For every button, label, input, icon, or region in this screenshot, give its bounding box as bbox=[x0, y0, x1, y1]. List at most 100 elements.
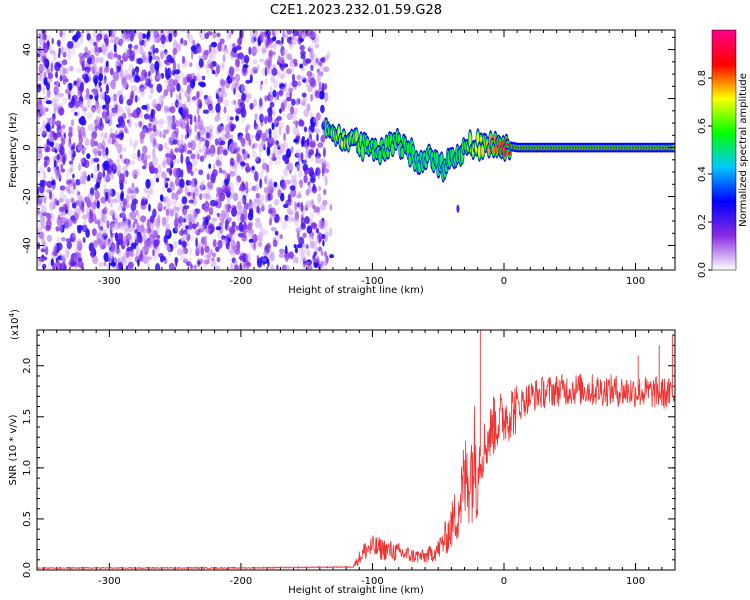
ridge-core bbox=[340, 140, 344, 148]
noise-speckle bbox=[196, 107, 200, 116]
noise-speckle bbox=[110, 172, 114, 181]
noise-speckle bbox=[99, 87, 103, 93]
noise-speckle bbox=[146, 227, 152, 234]
ridge-core bbox=[400, 150, 404, 155]
noise-speckle bbox=[168, 32, 173, 43]
noise-speckle bbox=[281, 86, 287, 92]
noise-speckle bbox=[133, 143, 136, 152]
noise-speckle bbox=[273, 181, 278, 188]
noise-speckle bbox=[39, 179, 45, 187]
noise-speckle bbox=[104, 116, 110, 122]
noise-speckle bbox=[77, 194, 83, 201]
y-tick-label: 1.5 bbox=[22, 409, 33, 425]
noise-speckle bbox=[99, 148, 106, 153]
noise-speckle bbox=[120, 131, 124, 139]
noise-speckle bbox=[322, 239, 325, 247]
noise-speckle bbox=[192, 39, 195, 47]
y-tick-label: 0.0 bbox=[22, 562, 33, 578]
noise-speckle bbox=[213, 163, 216, 170]
noise-speckle bbox=[281, 181, 287, 191]
noise-speckle bbox=[218, 154, 223, 161]
noise-speckle bbox=[156, 74, 163, 80]
noise-speckle bbox=[203, 259, 210, 265]
noise-speckle bbox=[287, 162, 294, 173]
noise-speckle bbox=[116, 37, 121, 43]
noise-speckle bbox=[166, 167, 172, 173]
noise-speckle bbox=[43, 144, 47, 150]
noise-speckle bbox=[109, 165, 112, 174]
noise-speckle bbox=[77, 145, 83, 152]
noise-speckle bbox=[214, 265, 220, 270]
noise-speckle bbox=[278, 89, 284, 96]
noise-speckle bbox=[321, 172, 327, 181]
noise-speckle bbox=[87, 56, 92, 65]
noise-speckle bbox=[223, 50, 229, 55]
noise-speckle bbox=[83, 159, 90, 169]
noise-speckle bbox=[188, 199, 195, 204]
noise-speckle bbox=[313, 251, 317, 257]
colorbar-tick-label: 0.4 bbox=[697, 166, 708, 182]
noise-speckle bbox=[186, 31, 191, 40]
ridge-core bbox=[479, 136, 483, 142]
noise-speckle bbox=[264, 115, 268, 125]
noise-speckle bbox=[89, 65, 93, 72]
noise-speckle bbox=[99, 226, 104, 232]
noise-speckle bbox=[181, 240, 187, 248]
noise-speckle bbox=[42, 120, 46, 130]
noise-speckle bbox=[313, 206, 317, 214]
noise-speckle bbox=[43, 171, 46, 179]
noise-speckle bbox=[206, 65, 210, 74]
noise-speckle bbox=[126, 107, 131, 116]
noise-speckle bbox=[176, 138, 180, 146]
noise-speckle bbox=[189, 247, 193, 256]
noise-speckle bbox=[160, 34, 166, 45]
noise-speckle bbox=[39, 65, 47, 72]
noise-speckle bbox=[162, 43, 165, 48]
noise-speckle bbox=[98, 81, 102, 87]
noise-speckle bbox=[82, 106, 88, 112]
noise-speckle bbox=[196, 153, 200, 160]
noise-speckle bbox=[317, 61, 323, 66]
noise-speckle bbox=[183, 108, 187, 120]
noise-speckle bbox=[282, 49, 289, 56]
noise-speckle bbox=[269, 160, 274, 166]
noise-speckle bbox=[131, 152, 138, 160]
noise-speckle bbox=[230, 262, 234, 270]
noise-speckle bbox=[259, 148, 262, 159]
x-tick-label: 100 bbox=[626, 276, 645, 287]
noise-speckle bbox=[88, 38, 96, 45]
noise-speckle bbox=[182, 40, 187, 47]
noise-speckle bbox=[291, 73, 296, 82]
noise-speckle bbox=[208, 207, 214, 216]
noise-speckle bbox=[126, 246, 133, 252]
noise-speckle bbox=[295, 164, 301, 172]
noise-speckle bbox=[267, 192, 273, 201]
noise-speckle bbox=[38, 256, 45, 262]
noise-speckle bbox=[156, 223, 160, 233]
noise-speckle bbox=[296, 230, 300, 240]
noise-speckle bbox=[68, 148, 74, 155]
noise-speckle bbox=[131, 68, 136, 78]
noise-speckle bbox=[78, 252, 82, 259]
noise-speckle bbox=[62, 97, 67, 105]
noise-speckle bbox=[235, 179, 240, 187]
noise-speckle bbox=[269, 93, 273, 102]
noise-speckle bbox=[288, 87, 294, 92]
noise-speckle bbox=[117, 126, 125, 134]
noise-speckle bbox=[317, 142, 324, 148]
y-tick-label: -40 bbox=[22, 237, 33, 253]
ridge-core bbox=[468, 133, 472, 147]
noise-speckle bbox=[72, 230, 76, 238]
noise-speckle bbox=[296, 97, 300, 103]
noise-speckle bbox=[266, 146, 271, 157]
noise-speckle bbox=[141, 235, 148, 242]
noise-speckle bbox=[45, 35, 51, 41]
noise-speckle bbox=[169, 151, 174, 159]
noise-speckle bbox=[276, 115, 282, 121]
noise-speckle bbox=[301, 100, 306, 107]
noise-speckle bbox=[134, 95, 138, 103]
noise-speckle bbox=[261, 257, 267, 263]
noise-speckle bbox=[184, 185, 189, 196]
noise-speckle bbox=[97, 150, 102, 157]
noise-speckle bbox=[119, 39, 123, 48]
